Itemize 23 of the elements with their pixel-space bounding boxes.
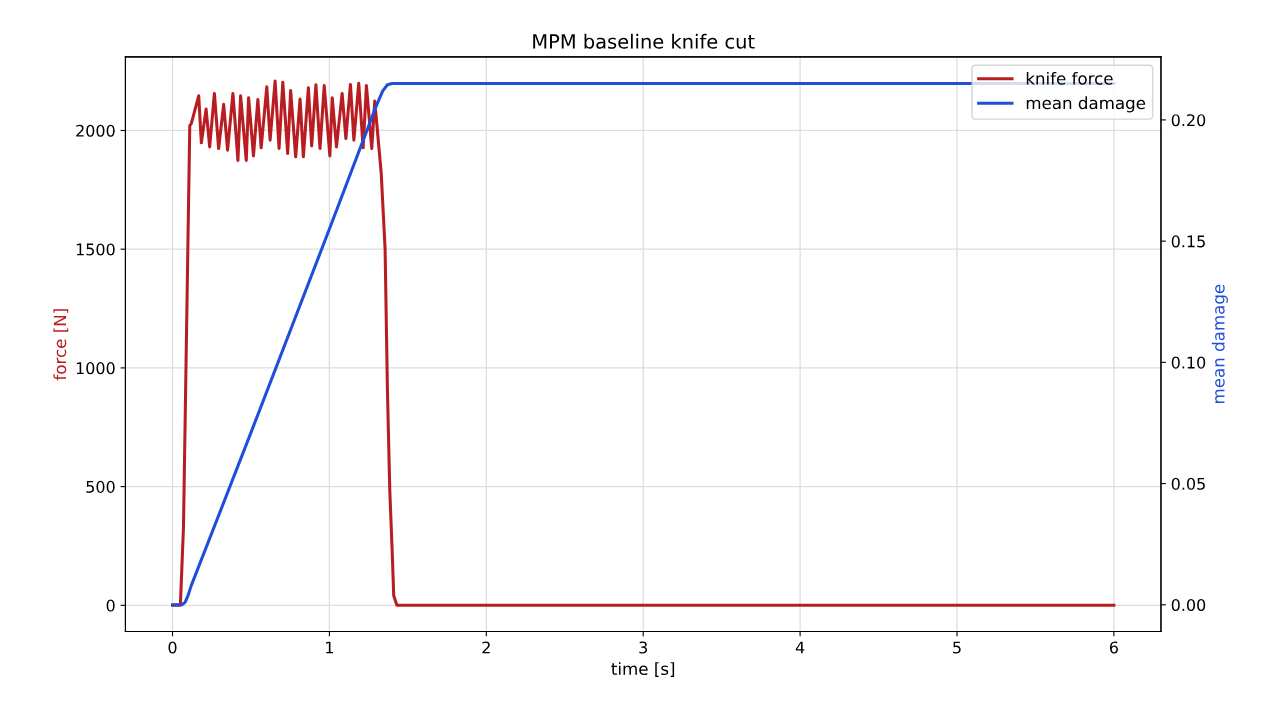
y-tick-label: 2000 [76,124,115,137]
chart-title: MPM baseline knife cut [533,33,755,49]
y2-tick-label: 0.05 [1171,477,1205,490]
y2-axis-title: mean damage [1211,284,1228,403]
x-tick-label: 3 [639,641,647,654]
x-axis-title: time [s] [611,662,675,678]
y-tick-label: 1000 [76,362,115,375]
x-tick-label: 0 [168,641,177,654]
y-tick-label: 1500 [76,243,115,256]
y-tick-label: 500 [86,480,115,493]
x-tick-label: 1 [326,641,334,654]
legend-label: mean damage [1026,96,1146,113]
x-tick-label: 5 [953,641,961,654]
y2-tick-label: 0.15 [1171,235,1205,248]
y2-tick-label: 0.20 [1171,114,1206,127]
x-tick-label: 2 [482,641,490,654]
y-axis-title: force [N] [53,309,69,381]
y2-tick-label: 0.10 [1171,356,1206,369]
y2-tick-label: 0.00 [1171,598,1206,612]
legend-label: knife force [1026,71,1113,85]
x-tick-label: 6 [1109,641,1118,654]
y-tick-label: 0 [106,599,115,612]
x-tick-label: 4 [795,641,805,654]
